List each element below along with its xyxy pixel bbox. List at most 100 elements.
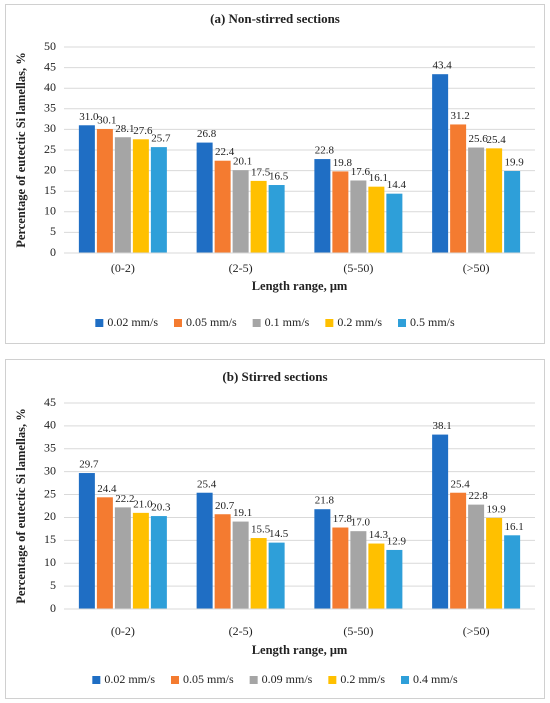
x-tick-label: (>50) [463,261,490,275]
value-label: 29.7 [79,459,99,471]
x-tick-label: (>50) [463,624,490,638]
y-tick-label: 15 [44,532,56,546]
legend-label: 0.4 mm/s [413,672,458,686]
y-axis-title: Percentage of eutectic Si lamellas, % [14,408,28,604]
value-label: 20.1 [233,156,252,168]
value-label: 25.4 [197,478,217,490]
bar [504,171,521,253]
value-label: 21.8 [315,495,335,507]
bar [196,492,213,609]
legend-swatch [95,319,104,327]
value-label: 43.4 [433,60,453,72]
value-label: 27.6 [133,125,153,137]
bar [386,193,403,253]
value-label: 12.9 [387,535,407,547]
x-axis-title: Length range, μm [252,279,348,293]
y-tick-label: 15 [44,183,56,197]
y-tick-label: 35 [44,441,56,455]
bar [468,147,485,253]
bar [268,542,285,609]
bar [250,538,267,609]
legend-swatch [249,676,258,684]
value-label: 17.5 [251,166,271,178]
legend-swatch [398,319,407,327]
value-label: 31.0 [79,111,99,123]
x-tick-label: (5-50) [343,261,373,275]
legend-label: 0.1 mm/s [265,315,310,329]
legend-label: 0.09 mm/s [262,672,313,686]
y-tick-label: 10 [44,204,56,218]
legend-swatch [328,676,337,684]
y-tick-label: 10 [44,555,56,569]
legend-swatch [170,676,179,684]
bar [232,521,249,609]
y-tick-label: 40 [44,418,56,432]
value-label: 25.7 [151,133,171,145]
y-tick-label: 45 [44,59,56,73]
value-label: 16.1 [505,521,524,533]
value-label: 21.0 [133,498,153,510]
bar [96,128,113,253]
value-label: 20.3 [151,502,171,514]
value-label: 22.2 [115,493,134,505]
value-label: 30.1 [97,115,116,127]
bar [332,171,349,253]
value-label: 20.7 [215,500,235,512]
legend-label: 0.05 mm/s [183,672,234,686]
chart-title: (b) Stirred sections [222,369,327,384]
bar [114,507,131,609]
bar [114,137,131,253]
legend-swatch [173,319,182,327]
y-tick-label: 5 [50,224,56,238]
value-label: 15.5 [251,524,271,536]
legend-label: 0.2 mm/s [340,672,385,686]
y-tick-label: 40 [44,80,56,94]
chart-title: (a) Non-stirred sections [210,11,340,26]
y-tick-label: 0 [50,245,56,259]
bar [232,170,249,253]
bar [368,186,385,253]
bar [268,185,285,253]
x-tick-label: (5-50) [343,624,373,638]
value-label: 19.9 [487,503,507,515]
value-label: 19.1 [233,507,252,519]
value-label: 25.4 [451,478,471,490]
bar [468,504,485,609]
value-label: 38.1 [433,420,452,432]
x-tick-label: (0-2) [111,261,135,275]
x-tick-label: (2-5) [229,261,253,275]
bar [150,147,167,253]
value-label: 16.5 [269,171,289,183]
bar [450,492,467,609]
bar [78,125,95,253]
value-label: 17.6 [351,166,371,178]
bar [196,142,213,253]
bar [350,180,367,253]
bar [132,512,149,609]
value-label: 22.8 [469,490,489,502]
legend-label: 0.02 mm/s [104,672,155,686]
value-label: 25.4 [487,134,507,146]
legend-swatch [92,676,101,684]
value-label: 17.8 [333,513,353,525]
legend-label: 0.02 mm/s [107,315,158,329]
bar [486,148,503,253]
value-label: 19.9 [505,157,525,169]
bar [132,139,149,253]
legend-label: 0.05 mm/s [186,315,237,329]
x-tick-label: (0-2) [111,624,135,638]
value-label: 24.4 [97,483,117,495]
y-tick-label: 35 [44,101,56,115]
bar [450,124,467,254]
value-label: 14.4 [387,179,407,191]
value-label: 25.6 [469,133,489,145]
y-tick-label: 0 [50,601,56,615]
bar [214,160,231,253]
bar [96,497,113,609]
y-tick-label: 25 [44,486,56,500]
value-label: 22.4 [215,146,235,158]
value-label: 14.5 [269,528,289,540]
legend-swatch [401,676,410,684]
bar [368,543,385,609]
